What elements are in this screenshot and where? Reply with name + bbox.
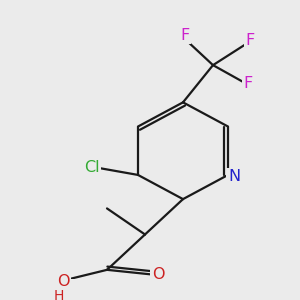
Text: F: F [245,33,255,48]
Text: F: F [243,76,253,91]
Text: Cl: Cl [84,160,100,175]
Text: O: O [57,274,69,289]
Text: H: H [54,289,64,300]
Text: N: N [228,169,240,184]
Text: O: O [152,267,164,282]
Text: F: F [180,28,190,43]
